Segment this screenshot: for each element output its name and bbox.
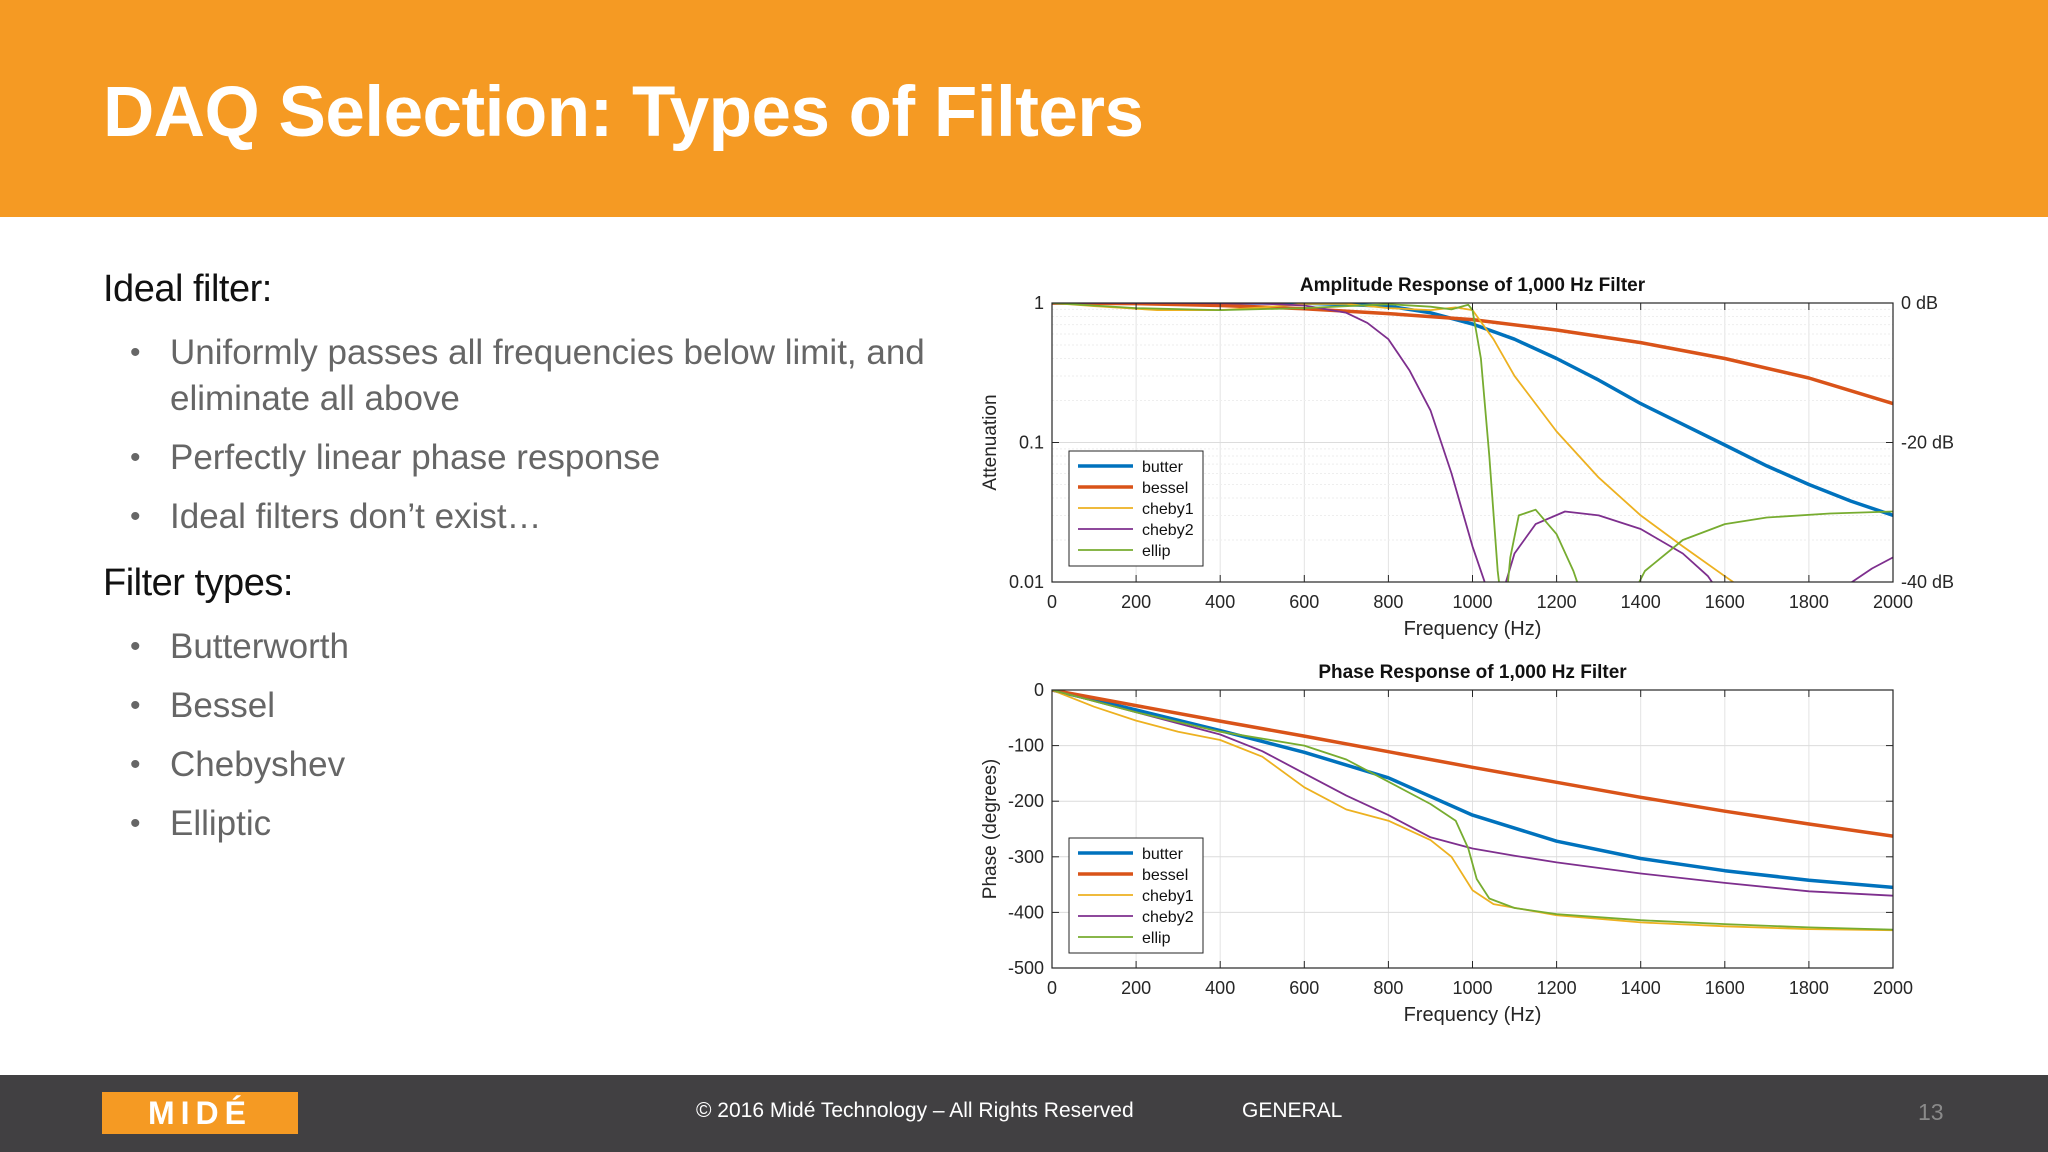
amplitude-series-group <box>1052 303 1893 582</box>
x-tick-label: 200 <box>1121 592 1151 612</box>
y-tick-label: -500 <box>1008 958 1044 978</box>
series-line-ellip <box>1052 690 1893 931</box>
classification-label: GENERAL <box>1242 1099 1343 1122</box>
legend-label-cheby1: cheby1 <box>1142 888 1194 905</box>
footer-bar: MIDÉ © 2016 Midé Technology – All Rights… <box>0 1075 2048 1152</box>
y-tick-label: -100 <box>1008 736 1044 756</box>
right-tick-label: -40 dB <box>1901 572 1954 592</box>
y-tick-label: -400 <box>1008 902 1044 922</box>
x-axis-label: Frequency (Hz) <box>1404 1004 1542 1026</box>
amplitude-chart: 0 200 400 600 800 1000 1200 1400 1600 1800 2000 1 0.… <box>980 275 1954 640</box>
y-axis-label: Attenuation <box>980 394 1001 490</box>
title-bar <box>0 0 2048 217</box>
x-tick-label: 1400 <box>1621 978 1661 998</box>
legend: butter bessel cheby1 cheby2 ellip <box>1068 450 1204 567</box>
bullet-icon: • <box>130 689 141 722</box>
x-tick-label: 2000 <box>1873 592 1913 612</box>
ideal-filter-list: • Uniformly passes all frequencies below … <box>130 330 930 553</box>
list-item: • Uniformly passes all frequencies below … <box>130 330 930 422</box>
x-tick-label: 1600 <box>1705 978 1745 998</box>
x-tick-label: 1800 <box>1789 592 1829 612</box>
y-tick-label: -200 <box>1008 791 1044 811</box>
x-tick-label: 2000 <box>1873 978 1913 998</box>
phase-chart: 0 200 400 600 800 1000 1200 1400 1600 1800 2000 0 -1… <box>980 662 1913 1026</box>
filter-types-heading: Filter types: <box>103 562 293 604</box>
bullet-icon: • <box>130 748 141 781</box>
x-tick-label: 600 <box>1289 978 1319 998</box>
legend-label-cheby1: cheby1 <box>1142 501 1194 518</box>
list-item: • Chebyshev <box>130 742 930 788</box>
legend-label-ellip: ellip <box>1142 930 1171 947</box>
list-item: • Butterworth <box>130 624 930 670</box>
list-item: • Perfectly linear phase response <box>130 435 930 481</box>
x-tick-label: 0 <box>1047 978 1057 998</box>
series-line-cheby2 <box>1052 690 1893 897</box>
page-number: 13 <box>1918 1099 1944 1125</box>
slide-title: DAQ Selection: Types of Filters <box>103 73 1144 152</box>
bullet-text: Ideal filters don’t exist… <box>170 497 542 536</box>
bullet-text: Elliptic <box>170 804 272 843</box>
x-tick-label: 800 <box>1373 978 1403 998</box>
bullet-icon: • <box>130 630 141 663</box>
x-tick-label: 800 <box>1373 592 1403 612</box>
right-tick-label: -20 dB <box>1901 433 1954 453</box>
x-tick-label: 600 <box>1289 592 1319 612</box>
x-tick-label: 200 <box>1121 978 1151 998</box>
x-tick-label: 1800 <box>1789 978 1829 998</box>
y-axis-label: Phase (degrees) <box>980 759 1001 899</box>
x-tick-label: 1200 <box>1537 592 1577 612</box>
filter-types-list: • Butterworth • Bessel • Chebyshev • Ellipti… <box>130 624 930 860</box>
ideal-filter-heading: Ideal filter: <box>103 268 272 310</box>
mide-logo: MIDÉ <box>102 1092 298 1134</box>
bullet-icon: • <box>130 336 141 369</box>
series-line-bessel <box>1052 303 1893 406</box>
legend-label-bessel: bessel <box>1142 867 1188 884</box>
x-tick-label: 1200 <box>1537 978 1577 998</box>
legend-label-bessel: bessel <box>1142 480 1188 497</box>
legend-label-butter: butter <box>1142 459 1184 476</box>
legend-label-cheby2: cheby2 <box>1142 522 1194 539</box>
x-axis-label: Frequency (Hz) <box>1404 618 1542 640</box>
chart-title: Phase Response of 1,000 Hz Filter <box>1318 662 1627 683</box>
x-tick-label: 400 <box>1205 592 1235 612</box>
bullet-text: Uniformly passes all frequencies below l… <box>170 333 925 418</box>
bullet-icon: • <box>130 500 141 533</box>
x-tick-label: 400 <box>1205 978 1235 998</box>
bullet-icon: • <box>130 441 141 474</box>
filter-response-charts: 0 200 400 600 800 1000 1200 1400 1600 1800 200010.… <box>980 275 1954 1026</box>
y-tick-label: -300 <box>1008 847 1044 867</box>
y-tick-label: 0.01 <box>1009 572 1044 592</box>
series-line-cheby1 <box>1052 690 1893 932</box>
list-item: • Elliptic <box>130 801 930 847</box>
legend-label-ellip: ellip <box>1142 543 1171 560</box>
x-tick-label: 0 <box>1047 592 1057 612</box>
y-tick-label: 0.1 <box>1019 433 1044 453</box>
bullet-text: Chebyshev <box>170 745 346 784</box>
phase-series-group <box>1052 690 1893 932</box>
series-line-ellip <box>1052 303 1893 582</box>
y-tick-label: 0 <box>1034 680 1044 700</box>
bullet-text: Butterworth <box>170 627 349 666</box>
chart-title: Amplitude Response of 1,000 Hz Filter <box>1300 275 1646 296</box>
x-tick-label: 1600 <box>1705 592 1745 612</box>
list-item: • Ideal filters don’t exist… <box>130 494 930 540</box>
x-tick-label: 1000 <box>1452 978 1492 998</box>
right-tick-label: 0 dB <box>1901 293 1938 313</box>
list-item: • Bessel <box>130 683 930 729</box>
series-line-butter <box>1052 690 1893 890</box>
x-tick-label: 1000 <box>1452 592 1492 612</box>
copyright-text: © 2016 Midé Technology – All Rights Rese… <box>696 1099 1134 1122</box>
bullet-text: Perfectly linear phase response <box>170 438 661 477</box>
y-tick-label: 1 <box>1034 293 1044 313</box>
x-tick-label: 1400 <box>1621 592 1661 612</box>
series-line-cheby2 <box>1052 303 1893 582</box>
legend-label-butter: butter <box>1142 846 1184 863</box>
legend: butter bessel cheby1 cheby2 ellip <box>1068 837 1204 954</box>
legend-label-cheby2: cheby2 <box>1142 909 1194 926</box>
bullet-icon: • <box>130 807 141 840</box>
series-line-bessel <box>1052 690 1893 838</box>
bullet-text: Bessel <box>170 686 276 725</box>
